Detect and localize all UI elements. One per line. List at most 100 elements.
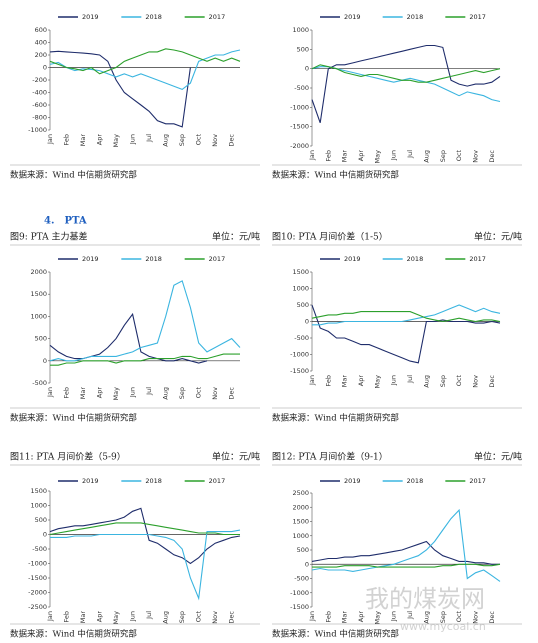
y-tick-label: -2000 [28, 589, 47, 597]
y-tick-label: -1000 [28, 126, 47, 134]
series-line [49, 522, 240, 536]
series-line [311, 540, 500, 565]
x-tick-label: Jul [406, 375, 414, 384]
y-tick-label: -600 [32, 101, 47, 109]
x-tick-label: Apr [96, 611, 104, 623]
y-tick-label: 500 [35, 335, 47, 343]
y-tick-label: 400 [35, 39, 47, 47]
y-tick-label: -200 [32, 76, 47, 84]
legend-label: 2017 [209, 13, 226, 21]
y-tick-label: 1000 [292, 532, 309, 540]
legend-label: 2017 [469, 255, 486, 263]
x-tick-label: Apr [357, 150, 365, 162]
y-tick-label: -500 [294, 334, 309, 342]
x-tick-label: Dec [228, 134, 236, 147]
x-tick-label: Aug [162, 387, 170, 400]
source-note: 数据来源：Wind 中信期货研究部 [272, 413, 399, 424]
legend-label: 2019 [82, 255, 99, 263]
series-line [49, 48, 241, 75]
figure-caption: 图9: PTA 主力基差 [10, 231, 88, 243]
x-tick-label: Dec [488, 375, 496, 388]
section-heading: 4. PTA [44, 216, 87, 227]
x-tick-label: Oct [455, 611, 463, 623]
series-line [311, 64, 501, 83]
series-line [49, 507, 241, 565]
y-tick-label: 2000 [30, 268, 47, 276]
series-line [311, 508, 501, 582]
x-tick-label: Nov [471, 150, 479, 163]
y-tick-label: -2500 [28, 603, 47, 611]
y-tick-label: 500 [35, 516, 47, 524]
x-tick-label: Mar [341, 375, 349, 388]
x-tick-label: May [112, 387, 120, 401]
watermark-url: www.mycoal.cn [400, 620, 486, 633]
x-tick-label: Mar [79, 611, 87, 624]
x-tick-label: Dec [488, 611, 496, 624]
x-tick-label: Jul [406, 611, 414, 620]
unit-label: 单位：元/吨 [474, 231, 522, 243]
x-tick-label: May [112, 134, 120, 148]
x-tick-label: Feb [324, 611, 332, 623]
legend-label: 2017 [209, 477, 226, 485]
x-tick-label: Sep [178, 134, 186, 146]
y-tick-label: 1500 [30, 487, 47, 495]
source-note: 数据来源：Wind 中信期货研究部 [272, 629, 399, 640]
x-tick-label: Apr [96, 387, 104, 399]
series-line [311, 304, 501, 364]
x-tick-label: May [373, 611, 381, 625]
legend-label: 2019 [344, 477, 361, 485]
x-tick-label: Nov [471, 375, 479, 388]
series-line [49, 50, 191, 128]
legend-label: 2018 [145, 255, 162, 263]
x-tick-label: Jan [308, 150, 316, 161]
legend-label: 2018 [407, 255, 424, 263]
x-tick-label: Jun [390, 375, 398, 386]
x-tick-label: Apr [357, 611, 365, 623]
y-tick-label: 0 [43, 64, 47, 72]
y-tick-label: 500 [297, 301, 309, 309]
x-tick-label: Dec [488, 150, 496, 163]
series-line [49, 280, 241, 362]
legend-label: 2019 [82, 477, 99, 485]
legend-label: 2017 [209, 255, 226, 263]
x-tick-label: Dec [228, 611, 236, 624]
x-tick-label: Sep [439, 150, 447, 162]
y-tick-label: 0 [305, 560, 309, 568]
legend-label: 2017 [469, 477, 486, 485]
x-tick-label: Oct [195, 611, 203, 623]
x-tick-label: Mar [341, 150, 349, 163]
legend-label: 2019 [82, 13, 99, 21]
legend-label: 2019 [344, 13, 361, 21]
x-tick-label: Jan [308, 375, 316, 386]
y-tick-label: 2500 [292, 489, 309, 497]
y-tick-label: -1500 [290, 123, 309, 131]
x-tick-label: Mar [79, 387, 87, 400]
x-tick-label: Jun [129, 134, 137, 145]
y-tick-label: -500 [294, 84, 309, 92]
x-tick-label: Sep [439, 611, 447, 623]
y-tick-label: -500 [294, 575, 309, 583]
y-tick-label: -1000 [28, 560, 47, 568]
series-line [311, 44, 501, 123]
y-tick-label: 1000 [292, 26, 309, 34]
x-tick-label: May [373, 150, 381, 164]
x-tick-label: May [112, 611, 120, 625]
y-tick-label: -1500 [290, 367, 309, 375]
unit-label: 单位：元/吨 [212, 231, 260, 243]
figure-caption: 图10: PTA 月间价差（1-5） [272, 231, 388, 243]
y-tick-label: -1000 [290, 103, 309, 111]
series-line [312, 304, 501, 326]
watermark: 我的煤炭网 [365, 585, 485, 613]
unit-label: 单位：元/吨 [474, 451, 522, 463]
source-note: 数据来源：Wind 中信期货研究部 [10, 629, 137, 640]
x-tick-label: Feb [324, 150, 332, 162]
x-tick-label: May [373, 375, 381, 389]
y-tick-label: 1500 [292, 518, 309, 526]
x-tick-label: Feb [63, 611, 71, 623]
x-tick-label: Mar [341, 611, 349, 624]
y-tick-label: 500 [297, 546, 309, 554]
source-note: 数据来源：Wind 中信期货研究部 [272, 170, 399, 181]
y-tick-label: 500 [297, 45, 309, 53]
x-tick-label: Oct [455, 150, 463, 162]
